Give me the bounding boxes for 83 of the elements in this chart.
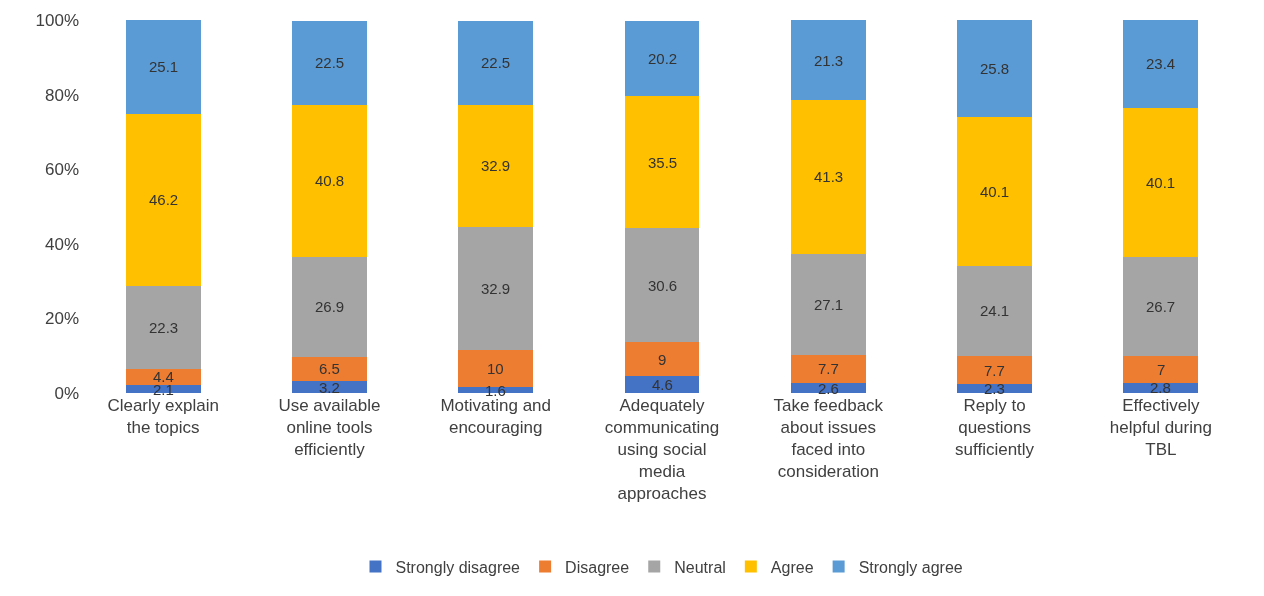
bar (624, 228, 700, 343)
bar (458, 20, 534, 105)
bar (292, 356, 367, 382)
data-label: 41.3 (814, 168, 844, 185)
bar (624, 20, 700, 97)
bar (292, 104, 367, 257)
x-tick-label: Reply to questions sufficiently (955, 396, 1035, 460)
bar (957, 355, 1032, 385)
data-label: 2.8 (1150, 379, 1171, 396)
data-label: 22.3 (149, 319, 179, 336)
data-label: 27.1 (814, 296, 844, 313)
x-tick-label: Motivating and encouraging (440, 396, 551, 438)
data-label: 46.2 (149, 191, 179, 208)
y-tick-label: 40% (44, 234, 79, 254)
data-label: 2.6 (818, 380, 839, 397)
bar (292, 256, 367, 357)
data-label: 23.4 (1146, 55, 1176, 72)
data-label: 22.5 (481, 54, 511, 71)
bar (458, 227, 534, 350)
legend-label: Agree (770, 558, 814, 576)
bar (1123, 256, 1199, 357)
x-tick-label: Use available online tools efficiently (278, 396, 381, 460)
bar (957, 20, 1032, 117)
data-label: 9 (658, 351, 667, 368)
data-label: 4.4 (153, 368, 174, 385)
data-label: 30.6 (648, 277, 678, 294)
data-label: 40.8 (315, 172, 345, 189)
bar (125, 368, 201, 386)
bar (458, 349, 534, 388)
data-label: 3.2 (319, 379, 340, 396)
y-tick-label: 100% (35, 11, 79, 31)
data-label: 4.6 (652, 376, 673, 393)
x-tick-label: Adequately communicating using social media approaches (604, 396, 720, 504)
bar (1123, 20, 1199, 108)
bar (957, 116, 1032, 266)
y-tick-label: 0% (54, 383, 79, 403)
data-label: 20.2 (648, 50, 678, 67)
bar (292, 20, 367, 105)
data-label: 7.7 (818, 360, 839, 377)
bar (458, 104, 534, 228)
data-label: 7 (1157, 361, 1166, 378)
y-tick-label: 80% (44, 85, 79, 105)
data-label: 21.3 (814, 52, 844, 69)
data-label: 40.1 (980, 183, 1010, 200)
data-label: 35.5 (648, 154, 678, 171)
data-label: 24.1 (980, 302, 1010, 319)
bar (790, 20, 866, 100)
bar (1123, 356, 1199, 383)
data-label: 22.5 (315, 54, 345, 71)
legend-label: Strongly agree (858, 558, 963, 576)
bar (624, 96, 700, 229)
bar (790, 253, 866, 355)
data-label: 26.7 (1146, 298, 1176, 315)
y-tick-label: 20% (44, 309, 79, 329)
data-label: 7.7 (984, 362, 1005, 379)
data-label: 2.3 (984, 380, 1005, 397)
y-tick-label: 60% (44, 160, 79, 180)
data-label: 26.9 (315, 298, 345, 315)
bar (957, 384, 1032, 393)
bar (1123, 107, 1199, 257)
bar (790, 383, 866, 393)
legend-label: Strongly disagree (395, 558, 521, 576)
bar (125, 20, 201, 114)
legend-label: Neutral (674, 558, 726, 576)
x-tick-label: Effectively helpful during TBL (1109, 396, 1212, 460)
data-label: 32.9 (481, 280, 511, 297)
bar (125, 113, 201, 286)
bar (125, 285, 201, 369)
data-label: 40.1 (1146, 174, 1176, 191)
data-label: 32.9 (481, 157, 511, 174)
bar (790, 354, 866, 384)
x-tick-label: Clearly explain the topics (107, 396, 219, 438)
data-label: 25.8 (980, 60, 1010, 77)
data-label: 10 (487, 360, 504, 377)
x-tick-label: Take feedback about issues faced into consideration (773, 396, 884, 482)
bar (125, 385, 201, 393)
bar (624, 375, 700, 393)
data-label: 6.5 (319, 360, 340, 377)
legend-label: Disagree (565, 558, 630, 576)
bar (624, 342, 700, 376)
bar (957, 265, 1032, 356)
bar (790, 99, 866, 254)
data-label: 25.1 (149, 58, 179, 75)
